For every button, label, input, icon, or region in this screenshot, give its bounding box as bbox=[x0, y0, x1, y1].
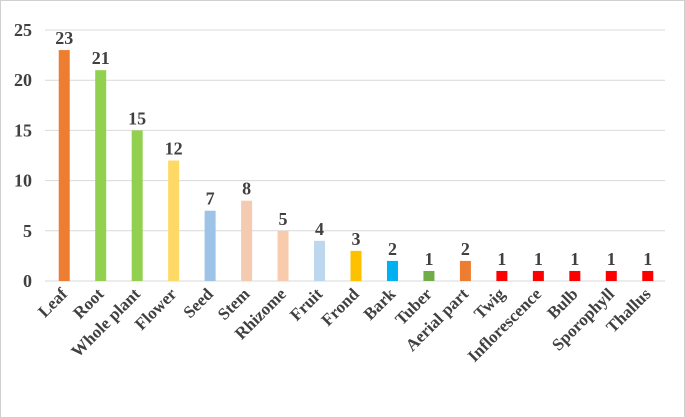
data-label: 21 bbox=[92, 48, 110, 68]
data-label: 8 bbox=[242, 179, 251, 199]
bar bbox=[605, 270, 617, 281]
data-label: 1 bbox=[570, 249, 579, 269]
bar bbox=[642, 270, 654, 281]
y-tick-label: 15 bbox=[14, 120, 32, 140]
data-label: 1 bbox=[424, 249, 433, 269]
bar bbox=[569, 270, 581, 281]
bar bbox=[496, 270, 508, 281]
y-tick-label: 20 bbox=[14, 70, 32, 90]
data-label: 5 bbox=[279, 209, 288, 229]
data-label: 2 bbox=[388, 239, 397, 259]
data-label: 7 bbox=[206, 189, 215, 209]
gridlines bbox=[45, 29, 665, 282]
y-tick-label: 5 bbox=[23, 221, 32, 241]
bars bbox=[58, 50, 654, 281]
bar bbox=[204, 210, 216, 281]
bar bbox=[423, 270, 435, 281]
data-label: 3 bbox=[352, 229, 361, 249]
data-label: 1 bbox=[497, 249, 506, 269]
y-tick-label: 0 bbox=[23, 271, 32, 291]
x-category-label: Frond bbox=[318, 284, 364, 330]
bar bbox=[58, 50, 70, 281]
y-tick-label: 25 bbox=[14, 20, 32, 40]
bar bbox=[350, 250, 362, 281]
bar bbox=[168, 160, 180, 281]
x-category-label: Flower bbox=[131, 284, 181, 334]
x-category-label: Leaf bbox=[34, 284, 71, 321]
data-label: 2 bbox=[461, 239, 470, 259]
y-tick-label: 10 bbox=[14, 171, 32, 191]
bar bbox=[241, 200, 253, 281]
data-label: 1 bbox=[607, 249, 616, 269]
data-label: 1 bbox=[534, 249, 543, 269]
bar bbox=[131, 130, 143, 281]
y-axis-tick-labels: 0 5 10 15 20 25 bbox=[14, 20, 32, 291]
x-category-label: Seed bbox=[179, 284, 217, 322]
bar bbox=[459, 260, 471, 281]
data-label: 23 bbox=[55, 28, 73, 48]
data-label: 1 bbox=[643, 249, 652, 269]
data-label: 12 bbox=[165, 139, 183, 159]
data-label: 4 bbox=[315, 219, 324, 239]
data-label: 15 bbox=[128, 108, 146, 128]
bar bbox=[532, 270, 544, 281]
bar bbox=[314, 240, 326, 281]
bar bbox=[95, 70, 107, 281]
bar bbox=[386, 260, 398, 281]
bar bbox=[277, 230, 289, 281]
